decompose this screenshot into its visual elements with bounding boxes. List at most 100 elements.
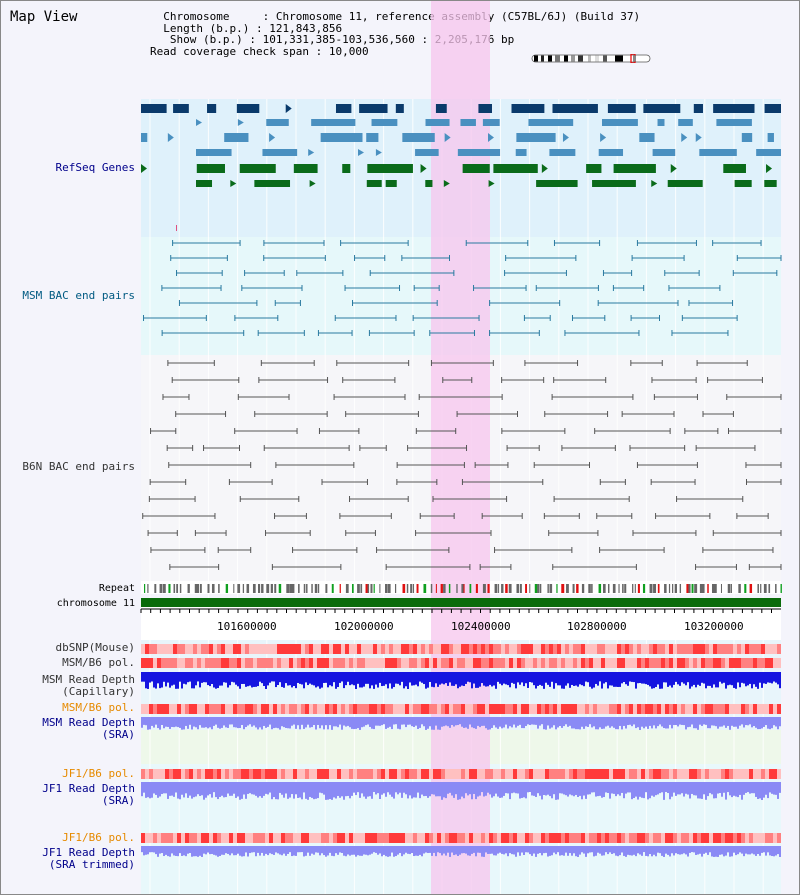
track-label-repeat[interactable]: Repeat <box>98 583 135 594</box>
jf1-b6-pol-trim-cell <box>721 833 725 843</box>
msm-b6-pol-cell <box>449 658 453 668</box>
gene-block <box>482 119 500 126</box>
repeat-mark <box>463 584 465 593</box>
msm-capillary-depth-bar <box>679 672 681 686</box>
gene-arrow <box>670 164 677 173</box>
jf1-trimmed-depth-bar <box>695 846 697 855</box>
jf1-b6-pol-cell <box>225 769 229 779</box>
gene-block <box>549 149 576 156</box>
jf1-b6-pol-cell <box>773 769 777 779</box>
jf1-sra-depth-bar <box>581 782 583 800</box>
track-label-msm-depth-sra[interactable]: MSM Read Depth (SRA) <box>1 717 135 741</box>
jf1-b6-pol-trim-cell <box>585 833 589 843</box>
dbsnp-cell <box>597 644 601 654</box>
msm-sra-depth-bar <box>757 717 759 730</box>
msm-sra-depth-bar <box>495 717 497 728</box>
track-label-refseq[interactable]: RefSeq Genes <box>55 161 135 174</box>
msm-sra-depth-bar <box>587 717 589 727</box>
msm-b6-pol-sra-cell <box>173 704 177 714</box>
msm-b6-pol-cell <box>465 658 469 668</box>
msm-capillary-depth-bar <box>751 672 753 689</box>
track-label-jf1-depth-trimmed[interactable]: JF1 Read Depth (SRA trimmed) <box>1 847 135 871</box>
msm-b6-pol-cell <box>689 658 693 668</box>
dbsnp-cell <box>145 644 149 654</box>
track-features[interactable] <box>140 104 782 857</box>
track-label-b6n-bac[interactable]: B6N BAC end pairs <box>22 460 135 473</box>
msm-b6-pol-sra-cell <box>525 704 529 714</box>
track-label-msm-bac[interactable]: MSM BAC end pairs <box>22 289 135 302</box>
msm-sra-depth-bar <box>591 717 593 728</box>
track-label-chromosome[interactable]: chromosome 11 <box>56 598 135 609</box>
msm-b6-pol-cell <box>373 658 377 668</box>
track-label-jf1-b6-pol-2[interactable]: JF1/B6 pol. <box>62 831 135 844</box>
msm-capillary-depth-bar <box>147 672 149 689</box>
msm-b6-pol-cell <box>473 658 477 668</box>
msm-capillary-depth-bar <box>723 672 725 683</box>
jf1-trimmed-depth-bar <box>409 846 411 855</box>
msm-capillary-depth-bar <box>327 672 329 688</box>
track-label-jf1-depth-sra[interactable]: JF1 Read Depth (SRA) <box>1 783 135 807</box>
chromosome-label: Chromosome <box>163 10 230 23</box>
dbsnp-cell <box>581 644 585 654</box>
jf1-b6-pol-cell <box>317 769 321 779</box>
jf1-b6-pol-cell <box>145 769 149 779</box>
msm-b6-pol-cell <box>405 658 409 668</box>
gene-block <box>693 104 703 113</box>
msm-b6-pol-sra-cell <box>169 704 173 714</box>
msm-b6-pol-sra-cell <box>557 704 561 714</box>
msm-b6-pol-cell <box>577 658 581 668</box>
track-label-dbsnp[interactable]: dbSNP(Mouse) <box>55 641 135 654</box>
msm-sra-depth-bar <box>771 717 773 729</box>
jf1-b6-pol-trim-cell <box>705 833 709 843</box>
msm-b6-pol-cell <box>497 658 501 668</box>
jf1-trimmed-depth-bar <box>399 846 401 854</box>
jf1-trimmed-depth-bar <box>275 846 277 853</box>
track-label-jf1-b6-pol-1[interactable]: JF1/B6 pol. <box>62 767 135 780</box>
msm-capillary-depth-bar <box>301 672 303 685</box>
jf1-trimmed-depth-bar <box>735 846 737 856</box>
dbsnp-cell <box>589 644 593 654</box>
jf1-trimmed-depth-bar <box>315 846 317 853</box>
track-label-msm-b6-pol-2[interactable]: MSM/B6 pol. <box>62 701 135 714</box>
chromosome-ideogram[interactable] <box>531 54 651 63</box>
msm-capillary-depth-bar <box>363 672 365 687</box>
jf1-trimmed-depth-bar <box>353 846 355 855</box>
msm-capillary-depth-bar <box>253 672 255 687</box>
msm-capillary-depth-bar <box>143 672 145 682</box>
jf1-sra-depth-bar <box>697 782 699 799</box>
msm-capillary-depth-bar <box>381 672 383 687</box>
track-label-msm-depth-capillary[interactable]: MSM Read Depth (Capillary) <box>1 674 135 698</box>
msm-capillary-depth-bar <box>579 672 581 685</box>
jf1-trimmed-depth-bar <box>485 846 487 853</box>
jf1-trimmed-depth-bar <box>149 846 151 853</box>
msm-sra-depth-bar <box>565 717 567 725</box>
jf1-b6-pol-trim-cell <box>401 833 405 843</box>
repeat-mark <box>211 584 215 593</box>
jf1-sra-depth-bar <box>367 782 369 797</box>
msm-sra-depth-bar <box>647 717 649 729</box>
gene-arrow <box>309 180 316 187</box>
msm-sra-depth-bar <box>651 717 653 729</box>
jf1-sra-depth-bar <box>447 782 449 794</box>
jf1-b6-pol-cell <box>285 769 289 779</box>
jf1-sra-depth-bar <box>515 782 517 794</box>
msm-sra-depth-bar <box>203 717 205 728</box>
msm-b6-pol-cell <box>489 658 493 668</box>
dbsnp-cell <box>433 644 437 654</box>
jf1-trimmed-depth-bar <box>447 846 449 853</box>
jf1-sra-depth-bar <box>671 782 673 797</box>
track-label-msm-b6-pol-1[interactable]: MSM/B6 pol. <box>62 656 135 669</box>
jf1-trimmed-depth-bar <box>497 846 499 854</box>
jf1-b6-pol-trim-cell <box>161 833 165 843</box>
msm-b6-pol-cell <box>613 658 617 668</box>
msm-b6-pol-sra-cell <box>717 704 721 714</box>
msm-b6-pol-cell <box>285 658 289 668</box>
repeat-mark <box>278 584 282 593</box>
gene-block <box>141 104 167 113</box>
repeat-mark <box>561 584 565 593</box>
repeat-mark <box>379 584 381 593</box>
jf1-sra-depth-bar <box>483 782 485 797</box>
msm-b6-pol-sra-cell <box>697 704 701 714</box>
jf1-sra-depth-bar <box>665 782 667 792</box>
